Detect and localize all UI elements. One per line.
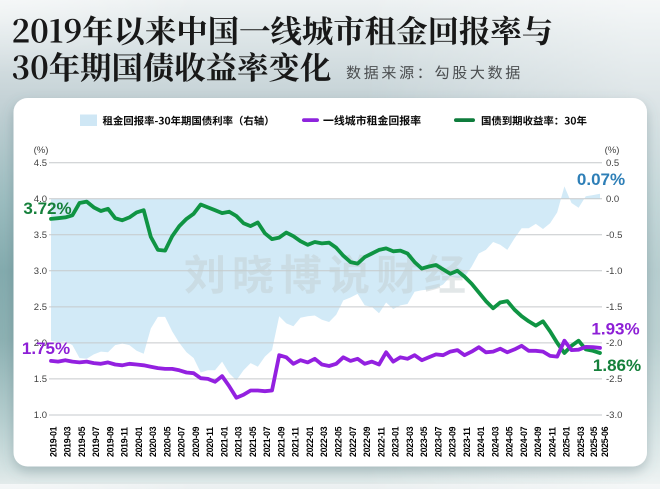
svg-text:2020-05: 2020-05 — [162, 426, 172, 457]
svg-text:2020-03: 2020-03 — [148, 426, 158, 457]
svg-text:2022-03: 2022-03 — [319, 426, 329, 457]
svg-text:1.86%: 1.86% — [593, 356, 641, 375]
svg-text:2021-09: 2021-09 — [277, 426, 287, 457]
svg-text:2024-07: 2024-07 — [519, 426, 529, 457]
svg-text:2020-11: 2020-11 — [205, 427, 215, 457]
svg-text:2.5: 2.5 — [34, 302, 47, 313]
svg-text:2022-01: 2022-01 — [305, 426, 315, 457]
svg-text:-1.5: -1.5 — [606, 302, 622, 313]
svg-text:2024-03: 2024-03 — [490, 426, 500, 457]
svg-text:2023-01: 2023-01 — [391, 426, 401, 457]
svg-text:2020-07: 2020-07 — [177, 426, 187, 457]
svg-text:0.07%: 0.07% — [577, 170, 625, 189]
svg-text:2019-11: 2019-11 — [120, 427, 130, 457]
svg-text:2019-03: 2019-03 — [63, 426, 73, 457]
svg-text:2023-07: 2023-07 — [433, 426, 443, 457]
svg-text:2023-11: 2023-11 — [462, 427, 472, 457]
svg-text:4.5: 4.5 — [34, 158, 47, 169]
svg-text:2022-09: 2022-09 — [362, 426, 372, 457]
svg-text:2019-01: 2019-01 — [48, 426, 58, 457]
svg-text:2020-09: 2020-09 — [191, 426, 201, 457]
svg-text:1.93%: 1.93% — [591, 320, 639, 339]
svg-text:-2.0: -2.0 — [606, 338, 622, 349]
svg-text:2021-03: 2021-03 — [234, 426, 244, 457]
svg-text:2021-01: 2021-01 — [219, 426, 229, 457]
svg-text:3.5: 3.5 — [34, 230, 47, 241]
svg-text:1.0: 1.0 — [34, 410, 47, 421]
svg-text:2021-07: 2021-07 — [262, 426, 272, 457]
svg-text:2019-05: 2019-05 — [77, 426, 87, 457]
svg-text:3.72%: 3.72% — [23, 199, 71, 218]
svg-text:2021-11: 2021-11 — [291, 427, 301, 457]
svg-text:2025-06: 2025-06 — [600, 426, 610, 457]
svg-text:2024-01: 2024-01 — [476, 426, 486, 457]
svg-text:2019-09: 2019-09 — [105, 426, 115, 457]
svg-text:2025-03: 2025-03 — [576, 426, 586, 457]
svg-text:2022-11: 2022-11 — [376, 427, 386, 457]
svg-text:2023-03: 2023-03 — [405, 426, 415, 457]
svg-text:2024-09: 2024-09 — [533, 426, 543, 457]
svg-text:0.0: 0.0 — [606, 194, 619, 205]
svg-text:2025-01: 2025-01 — [562, 426, 572, 457]
svg-text:-0.5: -0.5 — [606, 230, 622, 241]
svg-text:4.0: 4.0 — [34, 194, 47, 205]
svg-text:(%): (%) — [605, 145, 620, 156]
svg-text:-2.5: -2.5 — [606, 374, 622, 385]
svg-text:1.75%: 1.75% — [22, 339, 70, 358]
svg-text:2.0: 2.0 — [34, 338, 47, 349]
svg-text:-1.0: -1.0 — [606, 266, 622, 277]
svg-text:2025-05: 2025-05 — [589, 426, 599, 457]
svg-text:2021-05: 2021-05 — [248, 426, 258, 457]
svg-text:(%): (%) — [34, 145, 49, 156]
svg-text:2023-05: 2023-05 — [419, 426, 429, 457]
svg-text:3.0: 3.0 — [34, 266, 47, 277]
svg-text:2019-07: 2019-07 — [91, 426, 101, 457]
svg-text:0.5: 0.5 — [606, 158, 619, 169]
svg-text:2024-11: 2024-11 — [547, 427, 557, 457]
svg-text:2020-01: 2020-01 — [134, 426, 144, 457]
svg-text:-3.0: -3.0 — [606, 410, 622, 421]
svg-text:1.5: 1.5 — [34, 374, 47, 385]
svg-text:2022-05: 2022-05 — [334, 426, 344, 457]
svg-text:2023-09: 2023-09 — [448, 426, 458, 457]
svg-text:2024-05: 2024-05 — [505, 426, 515, 457]
svg-text:2022-07: 2022-07 — [348, 426, 358, 457]
